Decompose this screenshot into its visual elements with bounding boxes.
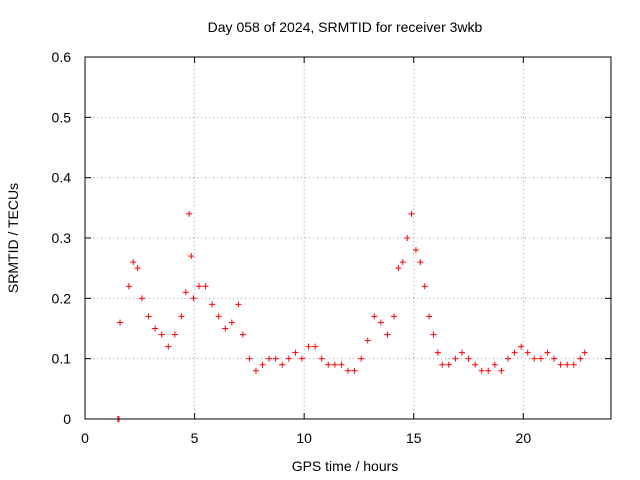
y-tick-label: 0.6 [52, 49, 72, 65]
x-tick-label: 10 [296, 430, 312, 446]
data-point [504, 355, 511, 362]
y-tick-label: 0 [63, 411, 71, 427]
data-point [152, 325, 159, 332]
data-point [551, 355, 558, 362]
data-point [358, 355, 365, 362]
x-tick-label: 20 [516, 430, 532, 446]
data-point [246, 355, 253, 362]
data-point [511, 349, 518, 356]
data-point [235, 301, 242, 308]
data-point [581, 349, 588, 356]
data-point [145, 313, 152, 320]
data-point [138, 295, 145, 302]
data-point [298, 355, 305, 362]
data-point [421, 283, 428, 290]
y-tick-label: 0.2 [52, 290, 72, 306]
data-point [430, 331, 437, 338]
data-point [412, 247, 419, 254]
data-point [188, 253, 195, 260]
data-point [395, 265, 402, 272]
data-point [478, 367, 485, 374]
data-point [209, 301, 216, 308]
data-point [186, 210, 193, 217]
data-point [331, 361, 338, 368]
y-tick-label: 0.4 [52, 170, 72, 186]
data-point [338, 361, 345, 368]
data-point [279, 361, 286, 368]
data-point [404, 235, 411, 241]
data-point [518, 343, 525, 350]
data-point [285, 355, 292, 362]
data-point [266, 355, 273, 362]
data-point [239, 331, 246, 338]
data-point [222, 325, 229, 332]
data-point [491, 361, 498, 368]
data-point [190, 295, 197, 302]
y-tick-label: 0.3 [52, 230, 72, 246]
data-point [537, 355, 544, 362]
data-point [408, 210, 415, 217]
data-point [318, 355, 325, 362]
y-axis-label: SRMTID / TECUs [5, 183, 21, 293]
data-point [570, 361, 577, 368]
x-axis-label: GPS time / hours [292, 458, 399, 474]
data-point [325, 361, 332, 368]
axis-ticks: 0 0.1 0.2 0.3 0.4 0.5 0.6 0 5 10 15 20 [52, 49, 611, 446]
data-point [557, 361, 564, 368]
data-point [472, 361, 479, 368]
x-tick-label: 0 [81, 430, 89, 446]
data-point [371, 313, 378, 320]
grid-lines [85, 56, 611, 419]
data-points [114, 210, 588, 422]
data-point [399, 259, 406, 266]
data-point [158, 331, 165, 338]
data-point [391, 313, 398, 320]
data-point [384, 331, 391, 338]
x-tick-label: 5 [191, 430, 199, 446]
data-point [117, 319, 124, 326]
data-point [426, 313, 433, 320]
data-point [272, 355, 279, 362]
data-point [351, 367, 358, 374]
data-point [215, 313, 222, 320]
data-point [292, 349, 299, 356]
data-point [445, 361, 452, 368]
data-point [498, 367, 505, 374]
data-point [452, 355, 459, 362]
data-point [458, 349, 465, 356]
data-point [165, 343, 172, 350]
chart-title: Day 058 of 2024, SRMTID for receiver 3wk… [208, 19, 483, 35]
data-point [171, 331, 178, 338]
y-tick-label: 0.1 [52, 351, 72, 367]
data-point [305, 343, 312, 350]
data-point [564, 361, 571, 368]
data-point [259, 361, 266, 368]
data-point [377, 319, 384, 326]
data-point [577, 355, 584, 362]
plot-frame [84, 56, 612, 420]
x-tick-label: 15 [406, 430, 422, 446]
data-point [195, 283, 202, 290]
data-point [178, 313, 185, 320]
data-point [182, 289, 189, 296]
data-point [485, 367, 492, 374]
data-point [202, 283, 209, 290]
data-point [364, 337, 371, 344]
data-point [434, 349, 441, 356]
data-point [544, 349, 551, 356]
data-point [228, 319, 235, 326]
data-point [134, 265, 141, 272]
data-point [531, 355, 538, 362]
data-point [125, 283, 132, 290]
data-point [439, 361, 446, 368]
data-point [345, 367, 351, 374]
data-point [130, 259, 137, 266]
data-point [465, 355, 472, 362]
data-point [524, 349, 531, 356]
data-point [417, 259, 424, 266]
y-tick-label: 0.5 [52, 109, 72, 125]
data-point [312, 343, 319, 350]
data-point [252, 367, 259, 374]
